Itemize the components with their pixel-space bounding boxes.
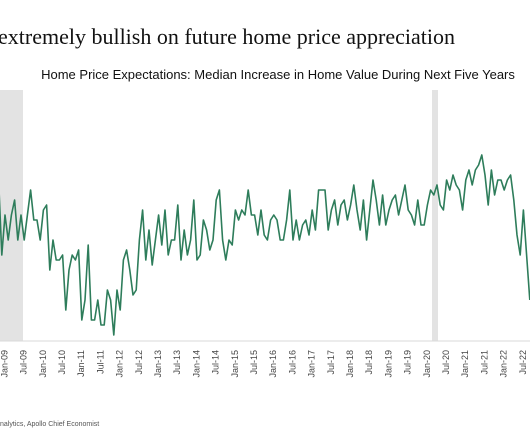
x-tick-label: Jan-19	[383, 350, 393, 378]
x-tick-label: Jan-10	[38, 350, 48, 378]
x-tick-label: Jul-19	[403, 350, 413, 375]
x-tick-label: Jan-09	[0, 350, 9, 378]
x-tick-label: Jan-11	[76, 350, 86, 377]
x-tick-label: Jan-13	[153, 350, 163, 378]
x-tick-label: Jan-12	[115, 350, 125, 378]
recession-band	[432, 90, 438, 341]
chart-title: extremely bullish on future home price a…	[0, 24, 455, 49]
x-tick-label: Jul-14	[211, 350, 221, 375]
x-tick-label: Jul-13	[172, 350, 182, 375]
line-series	[0, 154, 530, 336]
x-tick-label: Jul-20	[441, 350, 451, 375]
x-tick-label: Jan-15	[230, 350, 240, 378]
source: nalytics, Apollo Chief Economist	[0, 421, 99, 428]
x-tick-label: Jan-22	[499, 350, 509, 378]
x-tick-label: Jul-22	[518, 350, 528, 375]
x-tick-label: Jul-10	[57, 350, 67, 375]
x-tick-label: Jul-09	[19, 350, 29, 375]
x-tick-label: Jan-21	[460, 350, 470, 378]
x-tick-label: Jan-18	[345, 350, 355, 378]
x-tick-label: Jul-16	[287, 350, 297, 375]
x-tick-label: Jul-17	[326, 350, 336, 375]
x-tick-label: Jan-14	[191, 350, 201, 378]
x-tick-label: Jan-16	[268, 350, 278, 378]
x-tick-label: Jul-11	[95, 350, 105, 374]
x-tick-label: Jan-17	[307, 350, 317, 378]
x-tick-label: Jul-18	[364, 350, 374, 375]
x-tick-label: Jul-21	[479, 350, 489, 375]
x-tick-label: Jul-12	[134, 350, 144, 375]
x-tick-label: Jan-20	[422, 350, 432, 378]
x-tick-label: Jul-15	[249, 350, 259, 375]
chart-subtitle: Home Price Expectations: Median Increase…	[41, 67, 515, 82]
